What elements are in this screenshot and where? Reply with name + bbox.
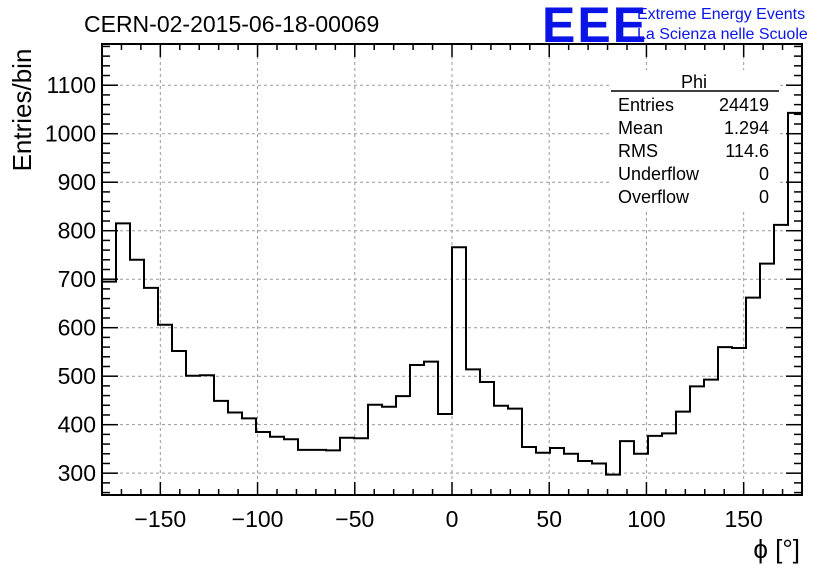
logo-line-1: Extreme Energy Events <box>637 6 805 23</box>
x-tick-label: 0 <box>446 506 459 532</box>
y-tick-label: 900 <box>58 169 96 195</box>
y-tick-label: 600 <box>58 315 96 341</box>
logo-line-2: La Scienza nelle Scuole <box>637 26 808 43</box>
y-axis-title: Entries/bin <box>7 49 37 172</box>
x-tick-label: −150 <box>134 506 186 532</box>
x-tick-label: 50 <box>536 506 562 532</box>
stats-value: 1.294 <box>724 118 769 138</box>
stats-box-background <box>609 70 779 212</box>
x-axis-title: ϕ [°] <box>753 534 800 564</box>
y-tick-label: 300 <box>58 460 96 486</box>
stats-value: 0 <box>759 164 769 184</box>
stats-value: 0 <box>759 187 769 207</box>
y-tick-label: 1100 <box>47 72 96 98</box>
x-tick-label: 100 <box>627 506 665 532</box>
x-tick-label: 150 <box>724 506 762 532</box>
y-tick-label: 400 <box>58 412 96 438</box>
axis-ticks <box>101 44 803 495</box>
stats-value: 24419 <box>719 95 769 115</box>
stats-value: 114.6 <box>725 141 769 161</box>
y-tick-label: 500 <box>58 363 96 389</box>
y-tick-label: 1000 <box>45 121 96 147</box>
y-tick-label: 800 <box>58 218 96 244</box>
eee-logo-mark: EEE <box>542 0 648 53</box>
stats-label: Mean <box>618 118 663 138</box>
histogram-line <box>102 111 802 476</box>
stats-label: Underflow <box>618 164 700 184</box>
x-tick-label: −100 <box>232 506 284 532</box>
stats-label: Entries <box>618 95 674 115</box>
stats-label: RMS <box>618 141 658 161</box>
x-tick-labels: −150 −100 −50 0 50 100 150 <box>134 506 762 532</box>
stats-label: Overflow <box>618 187 690 207</box>
stats-title: Phi <box>681 72 707 92</box>
eee-logo: EEE Extreme Energy Events La Scienza nel… <box>542 0 808 53</box>
y-tick-labels: 300 400 500 600 700 800 900 1000 1100 <box>45 72 96 486</box>
stats-rows: Entries 24419 Mean 1.294 RMS 114.6 Underflow 0 O… <box>618 95 769 207</box>
x-tick-label: −50 <box>335 506 374 532</box>
chart-title: CERN-02-2015-06-18-00069 <box>84 11 379 37</box>
y-tick-label: 700 <box>58 266 96 292</box>
stats-box: Phi Entries 24419 Mean 1.294 RMS 114.6 Underfl… <box>609 70 779 212</box>
